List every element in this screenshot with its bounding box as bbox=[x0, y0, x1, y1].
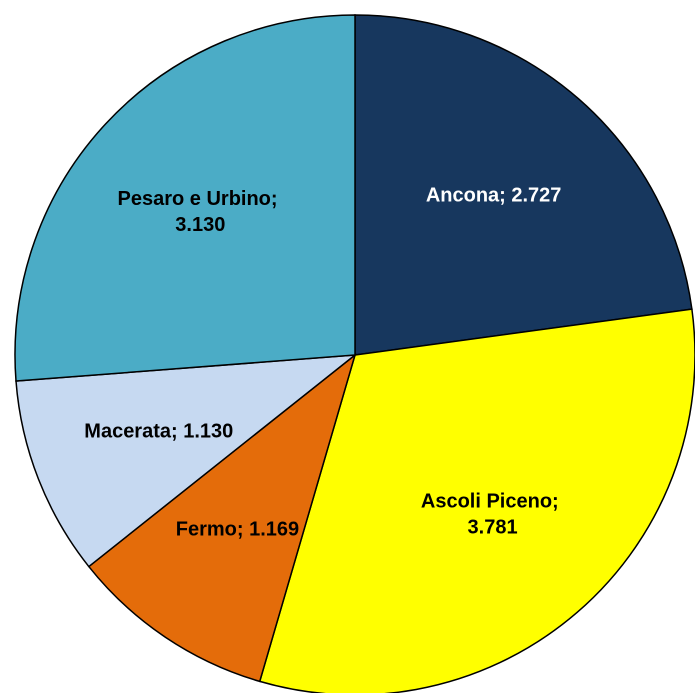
data-label: Ancona; 2.727 bbox=[426, 184, 562, 206]
pie-slice bbox=[87, 352, 357, 683]
data-label-line: Ascoli Piceno; bbox=[421, 491, 564, 513]
data-label-line: 3.781 bbox=[468, 517, 518, 539]
data-label: Pesaro e Urbino; 3.130 bbox=[118, 188, 284, 236]
data-label-line: Pesaro e Urbino; bbox=[118, 188, 284, 210]
pie-slice bbox=[354, 14, 693, 356]
pie-slice bbox=[14, 14, 356, 382]
data-label: Ascoli Piceno; 3.781 bbox=[421, 491, 564, 539]
data-label-line: 3.130 bbox=[175, 214, 225, 236]
data-label: Macerata; 1.130 bbox=[84, 420, 233, 442]
data-label: Fermo; 1.169 bbox=[176, 518, 299, 540]
pie-slice bbox=[15, 354, 358, 568]
